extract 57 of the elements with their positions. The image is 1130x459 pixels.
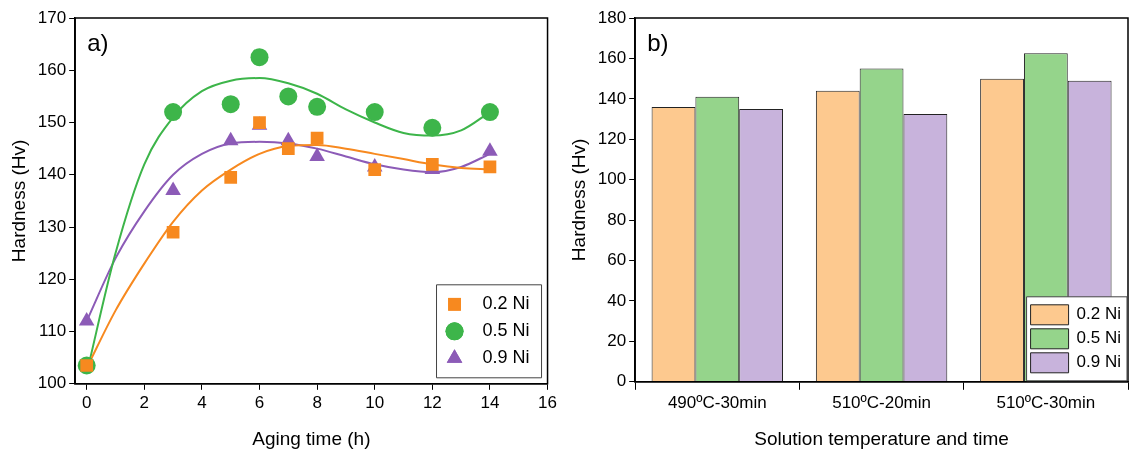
y-tick-label: 140 xyxy=(37,164,67,184)
y-tick-label: 180 xyxy=(597,7,627,27)
y-tick-label: 100 xyxy=(597,169,627,189)
legend-label: 0.5 Ni xyxy=(482,320,530,341)
annotation: a) xyxy=(87,28,109,56)
point xyxy=(368,163,382,176)
legend-label: 0.9 Ni xyxy=(1076,352,1122,372)
y-axis-title: Hardness (Hv) xyxy=(7,139,29,263)
legend-label: 0.5 Ni xyxy=(1076,328,1122,348)
legend-label: 0.2 Ni xyxy=(482,293,530,314)
point xyxy=(164,103,183,122)
x-tick-label: 510ºC-30min xyxy=(996,392,1096,412)
y-tick-label: 40 xyxy=(607,290,627,310)
y-tick-label: 120 xyxy=(37,268,67,288)
x-tick-label: 10 xyxy=(365,392,385,412)
y-tick-label: 160 xyxy=(597,48,627,68)
point xyxy=(221,95,240,114)
x-tick-label: 2 xyxy=(139,392,150,412)
y-axis-title: Hardness (Hv) xyxy=(567,138,589,262)
legend-label: 0.2 Ni xyxy=(1076,304,1122,324)
point xyxy=(78,312,95,326)
point xyxy=(250,48,269,67)
x-tick-label: 0 xyxy=(81,392,92,412)
y-tick-label: 130 xyxy=(37,216,67,236)
y-tick-label: 140 xyxy=(597,88,627,108)
x-axis-title: Solution temperature and time xyxy=(754,427,1009,449)
point xyxy=(281,142,295,156)
legend-label: 0.9 Ni xyxy=(482,347,530,368)
x-tick-label: 6 xyxy=(254,392,265,412)
x-axis-title: Aging time (h) xyxy=(252,427,371,449)
y-tick-label: 100 xyxy=(37,373,67,393)
y-tick-label: 120 xyxy=(597,128,627,148)
y-tick-label: 80 xyxy=(607,209,627,229)
point xyxy=(308,97,327,116)
point xyxy=(166,225,180,239)
point xyxy=(279,87,298,106)
y-tick-label: 60 xyxy=(607,250,627,270)
x-tick-label: 14 xyxy=(480,392,500,412)
y-tick-label: 110 xyxy=(39,321,67,341)
x-tick-label: 510ºC-20min xyxy=(832,392,931,412)
y-tick-label: 150 xyxy=(37,112,67,132)
x-tick-label: 12 xyxy=(422,392,442,412)
x-tick-label: 4 xyxy=(197,392,207,412)
y-tick-label: 20 xyxy=(607,331,627,351)
point xyxy=(423,118,442,137)
annotation: b) xyxy=(647,28,669,56)
y-tick-label: 160 xyxy=(37,59,67,79)
x-tick-label: 490ºC-30min xyxy=(667,392,767,412)
x-tick-label: 16 xyxy=(538,392,558,412)
point xyxy=(425,157,439,171)
y-tick-label: 0 xyxy=(616,371,627,391)
point xyxy=(365,103,384,122)
y-tick-label: 170 xyxy=(37,7,67,27)
point xyxy=(480,103,499,122)
point xyxy=(310,131,324,145)
x-tick-label: 8 xyxy=(312,392,322,412)
point xyxy=(224,171,238,184)
